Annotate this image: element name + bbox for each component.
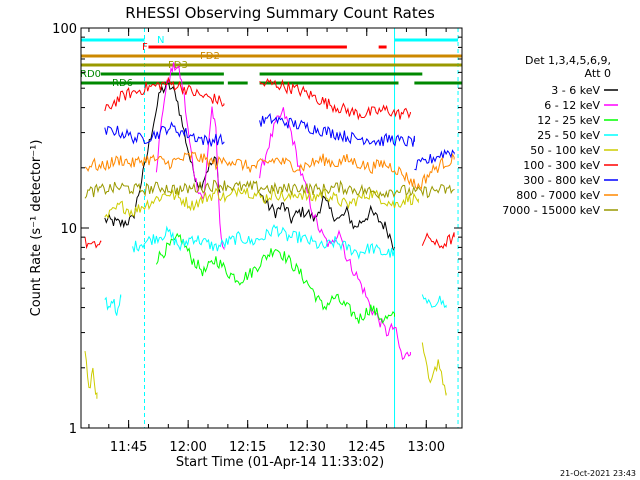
- series-4-segment-2: [421, 342, 447, 396]
- y-tick-label-2: 100: [52, 22, 77, 37]
- series-0: [104, 80, 395, 253]
- plot-frame: [80, 27, 463, 429]
- series-2: [155, 232, 395, 324]
- x-tick-label-3: 12:30: [288, 440, 325, 455]
- y-tick-label-1: 10: [60, 222, 77, 237]
- y-tick-label-0: 1: [69, 422, 77, 437]
- series-5-segment-2: [259, 78, 411, 121]
- flag-label-fd3: FD3: [168, 60, 188, 71]
- series-4-segment-0: [84, 351, 98, 399]
- series-3-segment-1: [132, 224, 395, 260]
- series-4-segment-1: [104, 186, 419, 220]
- flag-label-n: N: [157, 35, 164, 46]
- series-5-segment-1: [104, 76, 225, 112]
- flag-bars: NF FD2 FD3 RD0 RD6: [80, 35, 462, 89]
- legend-header-0: Det 1,3,4,5,6,9,: [525, 54, 611, 67]
- series-5-segment-0: [84, 236, 102, 250]
- x-tick-label-1: 12:00: [169, 440, 206, 455]
- chart-title: RHESSI Observing Summary Count Rates: [125, 4, 435, 22]
- x-tick-label-4: 12:45: [348, 440, 385, 455]
- legend-entry-label-7: 800 - 7000 keV: [516, 189, 600, 202]
- series-6-segment-0: [104, 121, 225, 147]
- series-0-segment-0: [104, 80, 221, 229]
- flag-label-rd6: RD6: [112, 78, 133, 89]
- series-0-segment-1: [259, 193, 395, 253]
- series-6: [104, 113, 455, 171]
- legend-entry-label-4: 50 - 100 keV: [530, 144, 600, 157]
- timestamp: 21-Oct-2021 23:43: [560, 469, 636, 478]
- series-6-segment-1: [259, 113, 415, 147]
- series-6-segment-2: [414, 148, 455, 171]
- legend-entry-label-5: 100 - 300 keV: [523, 159, 600, 172]
- legend-entry-label-2: 12 - 25 keV: [537, 114, 600, 127]
- series-8-segment-0: [84, 179, 455, 199]
- series-4: [84, 186, 447, 399]
- x-tick-label-0: 11:45: [110, 440, 147, 455]
- series-3-segment-0: [104, 294, 122, 316]
- legend-entry-label-0: 3 - 6 keV: [551, 84, 600, 97]
- series-7: [84, 151, 455, 191]
- flag-label-f: F: [142, 42, 148, 53]
- legend-header-1: Att 0: [585, 67, 611, 80]
- vertical-markers: [144, 28, 459, 428]
- legend-entry-label-8: 7000 - 15000 keV: [502, 204, 600, 217]
- legend-entry-label-3: 25 - 50 keV: [537, 129, 600, 142]
- series-2-segment-0: [155, 232, 395, 324]
- flag-label-rd0: RD0: [80, 69, 101, 80]
- series-3: [104, 224, 447, 316]
- series-lines: [84, 62, 455, 399]
- series-7-segment-0: [84, 151, 455, 191]
- y-axis-label: Count Rate (s⁻¹ detector⁻¹): [29, 140, 44, 317]
- axes-ticks: 11:45 12:00 12:15 12:30 12:45 13:00 1 10 100: [52, 22, 462, 455]
- x-tick-label-2: 12:15: [229, 440, 266, 455]
- series-8: [84, 179, 455, 199]
- x-axis-label: Start Time (01-Apr-14 11:33:02): [176, 455, 384, 470]
- x-tick-label-5: 13:00: [408, 440, 445, 455]
- series-5: [84, 76, 455, 250]
- series-5-segment-3: [421, 232, 455, 250]
- flag-label-fd2: FD2: [200, 51, 220, 62]
- legend: Det 1,3,4,5,6,9,Att 0 3 - 6 keV 6 - 12 keV…: [502, 54, 618, 217]
- series-3-segment-2: [421, 294, 447, 309]
- legend-entry-label-6: 300 - 800 keV: [523, 174, 600, 187]
- legend-entry-label-1: 6 - 12 keV: [544, 99, 600, 112]
